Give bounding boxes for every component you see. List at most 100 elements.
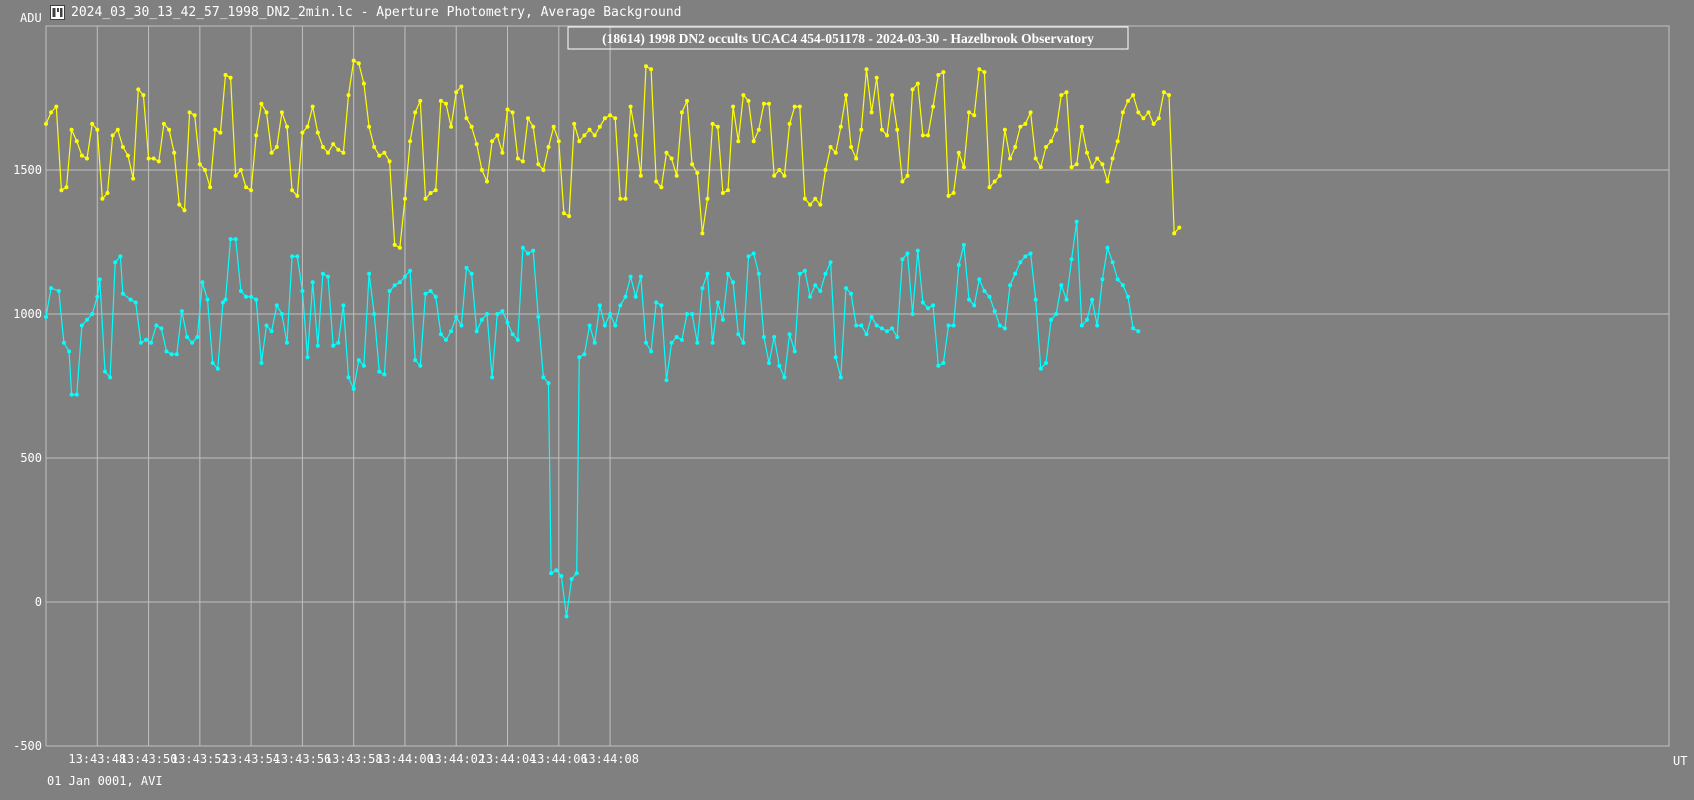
- data-point-comparison: [731, 104, 736, 109]
- data-point-comparison: [710, 121, 715, 126]
- data-point-comparison: [1044, 145, 1048, 149]
- data-point-target: [761, 335, 766, 339]
- data-point-comparison: [608, 113, 613, 118]
- y-tick-label: 500: [20, 451, 42, 465]
- data-point-comparison: [674, 173, 679, 178]
- data-point-comparison: [187, 110, 192, 115]
- data-point-comparison: [818, 202, 823, 207]
- data-point-comparison: [320, 145, 325, 149]
- data-point-comparison: [546, 145, 551, 149]
- data-point-comparison: [90, 121, 95, 126]
- data-point-target: [797, 271, 802, 276]
- data-point-target: [808, 294, 813, 299]
- data-point-comparison: [1100, 162, 1105, 167]
- data-point-target: [61, 340, 66, 345]
- data-point-comparison: [413, 110, 418, 115]
- data-point-target: [118, 254, 123, 259]
- data-point-comparison: [895, 127, 900, 132]
- data-point-target: [220, 300, 225, 305]
- plot-border: [45, 25, 1670, 747]
- data-point-target: [828, 260, 833, 265]
- data-point-target: [1120, 283, 1125, 288]
- data-point-target: [946, 323, 951, 328]
- data-point-target: [1008, 283, 1013, 288]
- data-point-target: [97, 277, 102, 282]
- data-point-target: [1115, 277, 1120, 282]
- data-point-target: [392, 283, 397, 288]
- data-point-target: [638, 274, 643, 279]
- data-point-comparison: [997, 173, 1002, 178]
- data-point-target: [1059, 283, 1064, 288]
- data-point-comparison: [1141, 116, 1146, 121]
- data-point-comparison: [1013, 145, 1018, 149]
- grid-lines: [45, 25, 1670, 747]
- x-tick-label: 13:44:04: [479, 752, 537, 766]
- data-point-target: [382, 372, 387, 377]
- x-tick-label: 13:43:48: [68, 752, 126, 766]
- data-point-comparison: [233, 173, 238, 178]
- data-point-comparison: [490, 139, 495, 144]
- x-tick-label: 13:43:50: [120, 752, 178, 766]
- data-point-comparison: [356, 61, 361, 66]
- data-point-target: [818, 289, 823, 293]
- x-tick-label: 13:44:02: [427, 752, 485, 766]
- data-point-comparison: [197, 162, 202, 167]
- data-point-comparison: [203, 168, 207, 172]
- data-point-target: [741, 340, 746, 345]
- data-point-target: [1049, 317, 1054, 322]
- data-point-comparison: [377, 153, 382, 158]
- data-point-comparison: [1151, 121, 1156, 126]
- data-point-target: [592, 340, 597, 345]
- data-point-target: [300, 289, 305, 293]
- data-point-target: [628, 274, 633, 279]
- data-point-target: [526, 251, 530, 256]
- data-point-comparison: [428, 191, 433, 195]
- data-point-target: [264, 323, 269, 328]
- data-point-comparison: [1126, 98, 1130, 103]
- data-point-comparison: [905, 173, 910, 178]
- data-point-comparison: [561, 211, 566, 216]
- data-point-target: [144, 337, 148, 342]
- data-point-comparison: [695, 170, 700, 175]
- data-point-target: [787, 332, 792, 337]
- data-point-comparison: [1018, 124, 1023, 129]
- data-point-comparison: [787, 121, 792, 126]
- data-point-target: [469, 271, 474, 276]
- data-point-target: [474, 329, 479, 334]
- data-point-target: [200, 280, 205, 285]
- data-point-comparison: [120, 145, 125, 149]
- data-point-comparison: [638, 173, 643, 178]
- data-point-comparison: [341, 150, 346, 155]
- data-point-target: [159, 326, 164, 331]
- data-point-target: [408, 268, 413, 273]
- data-point-comparison: [1161, 90, 1166, 95]
- data-point-target: [782, 375, 787, 380]
- light-curve-chart[interactable]: -500 0 500 1000 1500 13:43:4813:43:5013:43:52…: [0, 0, 1694, 770]
- data-point-comparison: [869, 110, 874, 115]
- data-point-target: [133, 300, 138, 305]
- data-point-comparison: [679, 110, 684, 115]
- data-point-target: [1100, 277, 1105, 282]
- data-point-comparison: [444, 101, 448, 106]
- data-point-comparison: [597, 124, 602, 129]
- data-point-target: [1013, 271, 1018, 276]
- data-point-target: [531, 248, 536, 253]
- x-axis-label: UT: [1673, 754, 1687, 768]
- data-point-comparison: [726, 188, 730, 193]
- data-point-comparison: [418, 98, 423, 103]
- data-point-comparison: [705, 196, 710, 201]
- data-point-comparison: [664, 150, 669, 155]
- data-point-target: [1126, 294, 1130, 299]
- data-point-target: [956, 263, 961, 267]
- data-point-comparison: [823, 168, 828, 172]
- data-point-comparison: [556, 139, 561, 144]
- data-point-target: [813, 283, 818, 288]
- data-point-comparison: [295, 193, 300, 198]
- data-point-comparison: [474, 142, 479, 147]
- data-point-target: [674, 335, 679, 339]
- data-point-target: [377, 369, 382, 374]
- data-point-target: [669, 340, 674, 345]
- data-point-comparison: [690, 162, 695, 167]
- data-point-target: [520, 245, 525, 250]
- data-point-target: [833, 355, 838, 360]
